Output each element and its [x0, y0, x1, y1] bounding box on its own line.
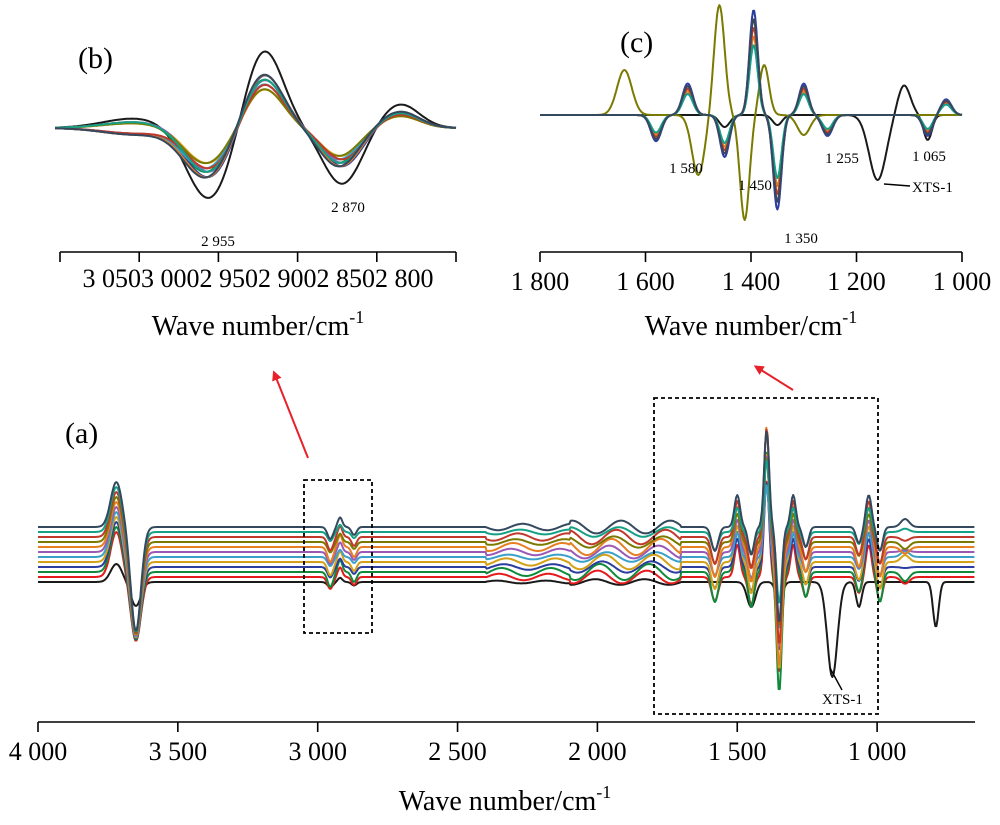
- panel-a-series: [38, 426, 975, 691]
- xts1-leader-c: [883, 183, 911, 187]
- zoom-arrow-b: [272, 370, 309, 459]
- panel-a-ticks: 4 000 3 500 3 000 2 500 2 000 1 500 1 000: [9, 722, 907, 766]
- panel-a-spectrum: [38, 428, 975, 644]
- panel-a-tick-label: 3 000: [288, 737, 347, 766]
- panel-b-spectrum: [55, 88, 456, 165]
- panel-a-label: (a): [65, 417, 98, 450]
- panel-a-spectrum: [38, 455, 975, 647]
- panel-c-spectrum: [540, 18, 963, 203]
- panel-a-tick-label: 2 500: [428, 737, 487, 766]
- panel-b-spectrum: [54, 50, 457, 199]
- annotation-xts1-c: XTS-1: [912, 180, 953, 196]
- panel-c-tick-label: 1 200: [827, 267, 886, 296]
- panel-a-spectrum: [38, 426, 975, 666]
- panel-a-tick-label: 3 500: [149, 737, 208, 766]
- panel-a: (a) XTS-1 4 000 3 500 3 000 2 500 2 000 1 500…: [9, 397, 975, 817]
- panel-c-tick-label: 1 400: [722, 267, 781, 296]
- panel-b-ticks: [59, 252, 457, 262]
- panel-c-x-label-sup: -1: [842, 307, 857, 327]
- panel-a-spectrum: [38, 563, 975, 678]
- panel-a-x-label-sup: -1: [596, 782, 611, 802]
- panel-b-x-label: Wave number/cm-1: [152, 307, 365, 342]
- annotation-xts1-a: XTS-1: [822, 692, 863, 708]
- annotation-1255: 1 255: [825, 151, 859, 167]
- panel-b-spectrum: [55, 78, 457, 173]
- panel-a-x-label: Wave number/cm-1: [399, 782, 612, 817]
- annotation-1350: 1 350: [784, 231, 818, 247]
- panel-a-x-label-main: Wave number/cm: [399, 786, 597, 817]
- panel-b-spectrum: [54, 83, 456, 170]
- panel-c-ticks: 1 800 1 600 1 400 1 200 1 000: [511, 252, 992, 296]
- annotation-2955: 2 955: [201, 234, 235, 250]
- panel-b: (b) 3 0503 0002 9502 9002 8502 800 2 955…: [54, 42, 457, 342]
- panel-b-x-label-sup: -1: [349, 307, 364, 327]
- panel-c-label: (c): [620, 26, 653, 59]
- panel-b-series: [54, 50, 457, 199]
- zoom-box-b: [303, 479, 373, 634]
- panel-b-tick-text: 3 0503 0002 9502 9002 8502 800: [83, 264, 434, 293]
- panel-b-label: (b): [78, 42, 113, 75]
- panel-b-spectrum: [55, 73, 457, 179]
- panel-a-spectrum: [38, 459, 975, 633]
- panel-c: (c) 1 800 1 600 1 400 1 200 1 000 1 580 1 45…: [511, 4, 992, 342]
- panel-a-tick-label: 2 000: [568, 737, 627, 766]
- panel-c-series: [540, 4, 963, 221]
- panel-b-spectrum: [54, 83, 456, 170]
- panel-c-tick-label: 1 800: [511, 267, 570, 296]
- zoom-arrow-c: [753, 365, 794, 391]
- panel-a-spectrum: [38, 480, 975, 672]
- panel-a-tick-label: 1 000: [848, 737, 907, 766]
- xts1-leader-a: [829, 667, 843, 691]
- panel-c-tick-label: 1 000: [933, 267, 992, 296]
- panel-b-spectrum: [54, 83, 456, 170]
- panel-c-tick-label: 1 600: [616, 267, 675, 296]
- annotation-1580: 1 580: [669, 161, 703, 177]
- panel-a-spectrum: [38, 482, 975, 650]
- panel-b-spectrum: [55, 88, 456, 164]
- annotation-2870: 2 870: [331, 200, 365, 216]
- panel-a-spectrum: [38, 451, 975, 691]
- zoom-box-c: [653, 397, 879, 715]
- panel-a-spectrum: [38, 457, 975, 635]
- panel-a-tick-label: 4 000: [9, 737, 68, 766]
- panel-a-spectrum: [38, 453, 975, 669]
- panel-b-x-label-main: Wave number/cm: [152, 311, 350, 342]
- panel-c-x-label-main: Wave number/cm: [645, 311, 843, 342]
- panel-a-tick-label: 1 500: [708, 737, 767, 766]
- panel-a-spectrum: [38, 430, 975, 632]
- panel-c-x-label: Wave number/cm-1: [645, 307, 858, 342]
- annotation-1450: 1 450: [738, 178, 772, 194]
- panel-a-spectrum: [38, 484, 975, 638]
- annotation-1065: 1 065: [912, 149, 946, 165]
